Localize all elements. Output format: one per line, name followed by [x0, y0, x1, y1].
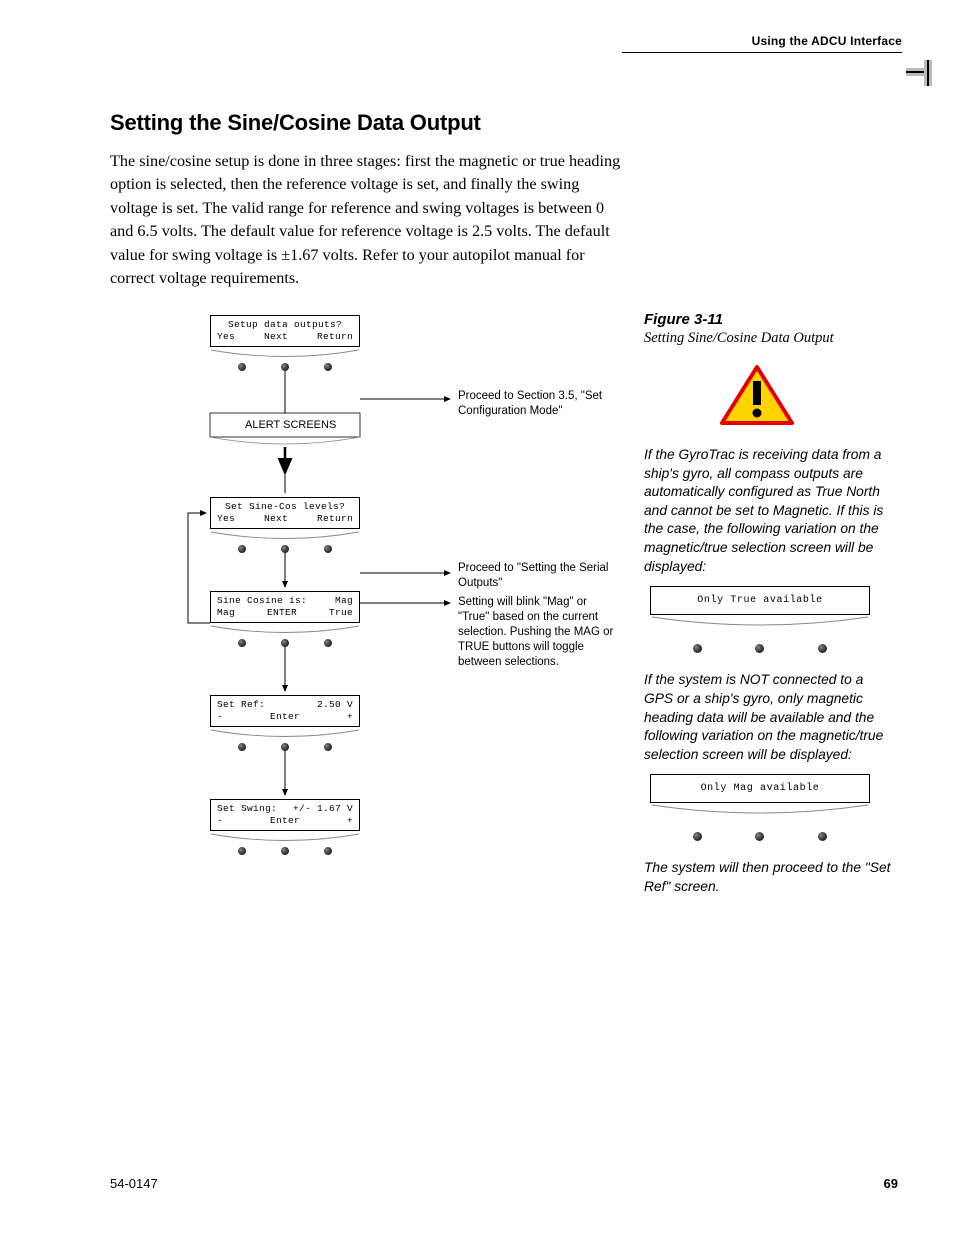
lcd-line1: Setup data outputs? — [217, 319, 353, 331]
button-dot — [324, 545, 332, 553]
lcd-option: Next — [264, 331, 288, 343]
lcd-screen: Sine Cosine is:MagMag ENTER True — [210, 591, 360, 623]
button-dot — [324, 363, 332, 371]
annotation-serial-outputs: Proceed to "Setting the Serial Outputs" — [458, 561, 618, 591]
lcd-option: Return — [317, 513, 353, 525]
lcd-curve — [210, 349, 360, 361]
lcd-line1: Sine Cosine is:Mag — [217, 595, 353, 607]
lcd-option: Return — [317, 331, 353, 343]
lcd-option: Enter — [270, 815, 300, 827]
lcd-option: + — [347, 815, 353, 827]
lcd-option: Enter — [270, 711, 300, 723]
flowchart: ALERT SCREENS Setup data outputs?YesNext… — [110, 307, 620, 947]
button-dot — [281, 847, 289, 855]
annotation-config-mode: Proceed to Section 3.5, "Set Configurati… — [458, 389, 618, 419]
section-label: Using the ADCU Interface — [622, 34, 902, 48]
button-dot — [755, 644, 764, 653]
lcd-screen: Setup data outputs?Yes Next Return — [210, 315, 360, 347]
button-dot — [324, 847, 332, 855]
side-button-row — [650, 822, 870, 841]
button-dot — [238, 545, 246, 553]
page-title: Setting the Sine/Cosine Data Output — [110, 110, 894, 136]
lcd-line1: Set Sine-Cos levels? — [217, 501, 353, 513]
button-row — [210, 743, 360, 751]
page-footer: 54-0147 69 — [110, 1176, 898, 1191]
button-dot — [281, 639, 289, 647]
lcd-option: + — [347, 711, 353, 723]
button-row — [210, 847, 360, 855]
button-dot — [281, 363, 289, 371]
lcd-curve — [210, 833, 360, 845]
lcd-curve — [210, 625, 360, 637]
button-dot — [818, 644, 827, 653]
lcd-options: Yes Next Return — [217, 513, 353, 525]
button-dot — [238, 743, 246, 751]
figure-caption: Setting Sine/Cosine Data Output — [644, 330, 894, 347]
button-dot — [818, 832, 827, 841]
annotation-mag-true-blink: Setting will blink "Mag" or "True" based… — [458, 595, 618, 670]
lcd-curve — [210, 531, 360, 543]
lcd-option: Yes — [217, 331, 235, 343]
lcd-option: Yes — [217, 513, 235, 525]
lcd-options: Yes Next Return — [217, 331, 353, 343]
button-dot — [281, 545, 289, 553]
figure-number: Figure 3-11 — [644, 311, 894, 328]
lcd-options: - Enter + — [217, 815, 353, 827]
doc-number: 54-0147 — [110, 1176, 158, 1191]
lcd-line1: Set Ref:2.50 V — [217, 699, 353, 711]
side-lcd-text: Only Mag available — [650, 774, 870, 803]
page-header: Using the ADCU Interface — [622, 34, 902, 53]
alert-screens-label: ALERT SCREENS — [245, 419, 336, 431]
side-screen-mag: Only Mag available — [650, 774, 870, 841]
button-dot — [281, 743, 289, 751]
lcd-option: Next — [264, 513, 288, 525]
side-lcd-text: Only True available — [650, 586, 870, 615]
header-rule — [622, 52, 902, 53]
button-dot — [238, 847, 246, 855]
lcd-screen: Set Ref:2.50 V- Enter + — [210, 695, 360, 727]
button-dot — [238, 363, 246, 371]
button-row — [210, 545, 360, 553]
figure-sidebar: Figure 3-11 Setting Sine/Cosine Data Out… — [644, 307, 894, 947]
button-dot — [324, 743, 332, 751]
lcd-options: - Enter + — [217, 711, 353, 723]
lcd-option: Mag — [217, 607, 235, 619]
button-dot — [238, 639, 246, 647]
button-dot — [324, 639, 332, 647]
lcd-option: - — [217, 815, 223, 827]
page-number: 69 — [884, 1176, 898, 1191]
side-button-row — [650, 634, 870, 653]
lcd-option: ENTER — [267, 607, 297, 619]
lcd-curve — [210, 729, 360, 741]
lcd-screen: Set Swing:+/- 1.67 V- Enter + — [210, 799, 360, 831]
button-dot — [693, 832, 702, 841]
lcd-screen: Set Sine-Cos levels?Yes Next Return — [210, 497, 360, 529]
lcd-line1: Set Swing:+/- 1.67 V — [217, 803, 353, 815]
lcd-option: - — [217, 711, 223, 723]
lcd-option: True — [329, 607, 353, 619]
lcd-options: Mag ENTER True — [217, 607, 353, 619]
button-row — [210, 639, 360, 647]
warning-icon — [720, 365, 794, 427]
button-row — [210, 363, 360, 371]
proceed-para: The system will then proceed to the "Set… — [644, 859, 894, 896]
side-screen-true: Only True available — [650, 586, 870, 653]
button-dot — [755, 832, 764, 841]
warn-para-mag: If the system is NOT connected to a GPS … — [644, 671, 894, 764]
warn-para-true: If the GyroTrac is receiving data from a… — [644, 446, 894, 576]
intro-paragraph: The sine/cosine setup is done in three s… — [110, 150, 630, 291]
button-dot — [693, 644, 702, 653]
